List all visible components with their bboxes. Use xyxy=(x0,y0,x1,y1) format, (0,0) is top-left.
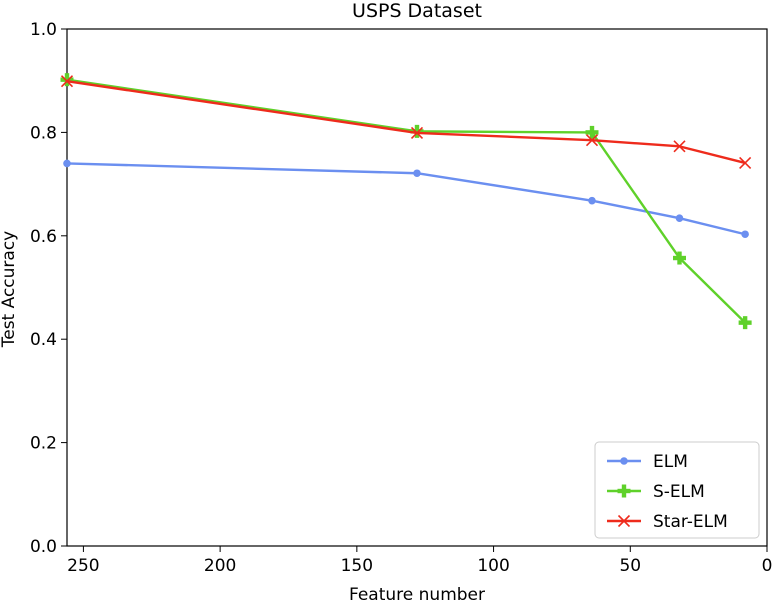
legend-box xyxy=(594,441,760,539)
series-s-elm xyxy=(60,73,752,330)
data-point xyxy=(60,73,74,87)
chart-title: USPS Dataset xyxy=(352,0,482,22)
y-tick-label: 0.2 xyxy=(30,434,57,454)
x-tick-label: 250 xyxy=(67,556,99,576)
data-point-v xyxy=(414,124,420,138)
legend-marker-v xyxy=(621,484,627,498)
x-axis-label: Feature number xyxy=(349,585,485,603)
series-elm xyxy=(63,159,749,239)
x-tick-label: 100 xyxy=(477,556,509,576)
x-tick-label: 150 xyxy=(341,556,373,576)
legend-marker xyxy=(620,457,628,465)
data-point xyxy=(410,126,424,139)
data-point-b xyxy=(410,126,424,139)
legend-marker-b xyxy=(617,514,631,528)
y-tick-label: 0.4 xyxy=(30,330,57,350)
y-tick-label: 0.6 xyxy=(30,227,57,247)
y-tick-label: 0.8 xyxy=(30,123,57,143)
legend-label: ELM xyxy=(653,452,688,472)
data-point xyxy=(588,196,596,205)
series-line xyxy=(66,80,746,165)
data-point xyxy=(739,156,752,169)
data-point xyxy=(673,140,686,153)
y-tick-label: 1.0 xyxy=(30,20,57,40)
plot-frame xyxy=(66,28,768,547)
data-point-b xyxy=(673,140,686,153)
data-point-v xyxy=(64,73,70,87)
data-point xyxy=(410,124,424,138)
data-point xyxy=(585,134,599,147)
data-point xyxy=(63,159,71,168)
legend-item: Star-ELM xyxy=(607,512,728,532)
legend-label: S-ELM xyxy=(653,482,705,502)
data-point-b xyxy=(585,134,599,147)
series-star-elm xyxy=(60,75,752,169)
y-tick-label: 0.0 xyxy=(30,537,57,557)
x-tick-label: 200 xyxy=(204,556,236,576)
data-point xyxy=(741,230,749,239)
series-line xyxy=(66,78,746,324)
data-point xyxy=(675,214,684,223)
data-point xyxy=(738,316,752,330)
y-axis-label: Test Accuracy xyxy=(0,231,19,349)
data-point-v xyxy=(589,125,595,139)
legend-item: S-ELM xyxy=(607,482,705,502)
data-point xyxy=(673,251,686,265)
data-point-b xyxy=(60,75,74,88)
data-point xyxy=(60,75,74,88)
legend-label: Star-ELM xyxy=(653,512,728,532)
legend-marker xyxy=(617,484,631,498)
legend-marker xyxy=(617,514,631,528)
data-point-v xyxy=(677,251,682,265)
series-line xyxy=(66,162,746,236)
axes: 250 200 150 100 50 0 0.0 0.2 0.4 0.6 0.8 1.0 xyxy=(30,20,772,576)
legend-item: ELM xyxy=(607,452,688,472)
data-point xyxy=(413,169,421,178)
series-lines xyxy=(60,73,752,330)
data-point-b xyxy=(739,156,752,169)
x-tick-label: 0 xyxy=(762,556,772,576)
legend: ELM S-ELM Star-ELM xyxy=(594,441,760,539)
x-tick-label: 50 xyxy=(619,556,641,576)
data-point-v xyxy=(742,316,748,330)
data-point xyxy=(585,125,599,139)
